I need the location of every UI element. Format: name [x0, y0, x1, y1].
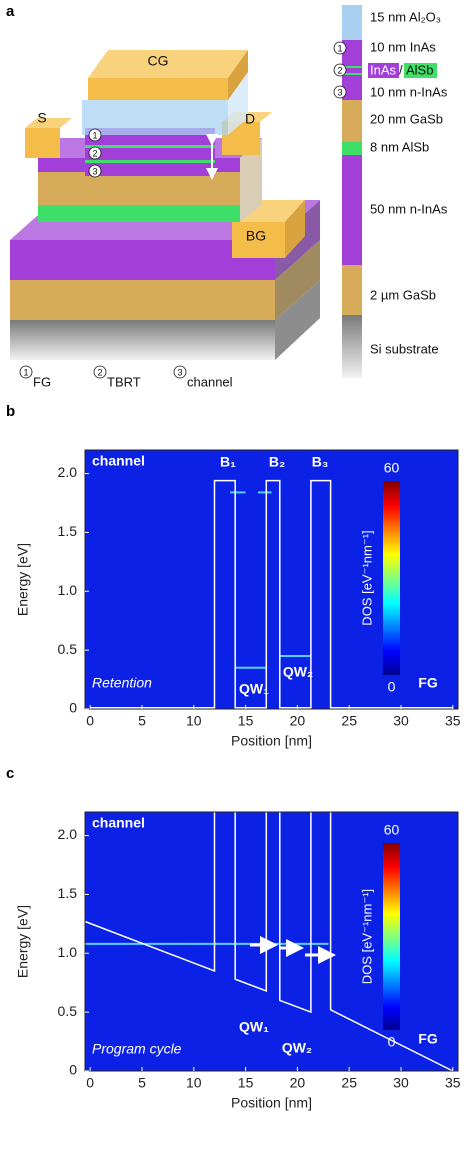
layer-marker: 2	[337, 65, 342, 75]
x-tick-label: 20	[290, 713, 306, 729]
legend-marker: 2	[97, 367, 102, 377]
colorbar	[383, 843, 400, 1030]
legend-text: FG	[33, 374, 51, 389]
marker-legend	[19, 365, 187, 379]
annotation: QW₂	[282, 1040, 312, 1056]
layer-label: AlSb	[406, 62, 433, 77]
annotation: B₁	[220, 454, 236, 470]
layer-marker: 3	[337, 87, 342, 97]
panel-label: b	[6, 403, 15, 420]
x-tick-label: 0	[86, 713, 94, 729]
x-tick-label: 20	[290, 1075, 306, 1091]
x-tick-label: 25	[341, 1075, 357, 1091]
plot-background	[85, 450, 458, 709]
layer-column	[333, 5, 437, 378]
device-label: CG	[148, 53, 169, 69]
plot-frame	[84, 811, 459, 1072]
legend-marker: 3	[177, 367, 182, 377]
y-tick-label: 0.5	[58, 1003, 78, 1019]
x-tick-label: 5	[138, 713, 146, 729]
layer-label: 10 nm InAs	[370, 39, 436, 54]
annotation: Program cycle	[92, 1041, 182, 1057]
annotation: channel	[92, 453, 145, 469]
y-axis-label: Energy [eV]	[15, 543, 31, 616]
y-axis-label: Energy [eV]	[15, 905, 31, 978]
x-tick-label: 10	[186, 713, 202, 729]
annotation: Retention	[92, 675, 152, 691]
colorbar-label: DOS [eV⁻¹nm⁻¹]	[359, 889, 374, 984]
legend-marker: 1	[23, 367, 28, 377]
legend-text: TBRT	[107, 374, 141, 389]
layer-label: InAs	[370, 62, 397, 77]
plot-frame	[84, 449, 459, 710]
y-tick-label: 0	[69, 1062, 77, 1078]
annotation: QW₂	[283, 664, 313, 680]
panel-label: c	[6, 765, 14, 782]
x-tick-label: 35	[445, 713, 461, 729]
annotation: FG	[418, 1031, 438, 1047]
colorbar-tick-label: 0	[388, 1034, 396, 1050]
x-tick-label: 10	[186, 1075, 202, 1091]
x-axis-label: Position [nm]	[231, 733, 312, 749]
layer-label: 2 µm GaSb	[370, 287, 436, 302]
y-tick-label: 0	[69, 700, 77, 716]
y-tick-label: 2.0	[58, 464, 78, 480]
x-tick-label: 35	[445, 1075, 461, 1091]
colorbar-tick-label: 60	[384, 822, 400, 838]
layer-label: 8 nm AlSb	[370, 139, 429, 154]
x-tick-label: 30	[393, 1075, 409, 1091]
x-tick-label: 15	[238, 1075, 254, 1091]
device-label: S	[37, 110, 46, 126]
band-edge	[84, 812, 454, 1072]
x-tick-label: 30	[393, 713, 409, 729]
x-tick-label: 5	[138, 1075, 146, 1091]
device-label: D	[245, 111, 255, 127]
annotation: B₃	[312, 454, 329, 470]
y-tick-label: 2.0	[58, 826, 78, 842]
stack-marker: 2	[92, 148, 97, 158]
layer-label: 15 nm Al₂O₃	[370, 9, 441, 24]
legend-text: channel	[187, 374, 233, 389]
x-axis-label: Position [nm]	[231, 1095, 312, 1111]
layer-marker: 1	[337, 43, 342, 53]
y-tick-label: 1.0	[58, 582, 78, 598]
x-tick-label: 0	[86, 1075, 94, 1091]
annotation: QW₁	[239, 681, 269, 697]
stack-marker: 1	[92, 130, 97, 140]
annotation: B₂	[269, 454, 285, 470]
x-tick-label: 25	[341, 713, 357, 729]
colorbar-tick-label: 0	[388, 679, 396, 695]
annotation: QW₁	[239, 1019, 269, 1035]
plot-background	[85, 812, 458, 1071]
x-tick-label: 15	[238, 713, 254, 729]
layer-label: /	[399, 62, 403, 77]
panel-label: a	[6, 3, 15, 20]
y-tick-label: 1.5	[58, 885, 78, 901]
device-3d	[10, 50, 320, 360]
y-tick-label: 0.5	[58, 641, 78, 657]
layer-label: 10 nm n-InAs	[370, 84, 448, 99]
colorbar-label: DOS [eV⁻¹nm⁻¹]	[359, 530, 374, 625]
layer-label: Si substrate	[370, 341, 439, 356]
y-tick-label: 1.5	[58, 523, 78, 539]
layer-label: 50 nm n-InAs	[370, 201, 448, 216]
device-label: BG	[246, 228, 266, 244]
y-tick-label: 1.0	[58, 944, 78, 960]
layer-label: 20 nm GaSb	[370, 111, 443, 126]
stack-marker: 3	[92, 166, 97, 176]
band-edge	[90, 479, 453, 709]
annotation: FG	[418, 675, 438, 691]
colorbar-tick-label: 60	[384, 460, 400, 476]
colorbar	[383, 481, 400, 675]
annotation: channel	[92, 815, 145, 831]
